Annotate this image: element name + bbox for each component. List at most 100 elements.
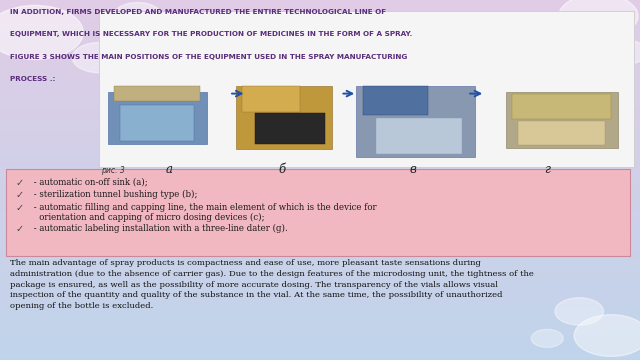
Bar — [0, 102, 640, 103]
Bar — [0, 57, 640, 58]
Bar — [0, 112, 640, 113]
Bar — [0, 201, 640, 202]
Bar — [0, 353, 640, 354]
Bar — [0, 325, 640, 327]
Bar — [0, 154, 640, 155]
Bar — [0, 241, 640, 242]
Bar — [0, 336, 640, 337]
FancyBboxPatch shape — [6, 169, 630, 256]
Bar — [0, 114, 640, 115]
Bar — [0, 75, 640, 76]
Bar — [0, 108, 640, 109]
Bar — [0, 332, 640, 334]
Bar — [0, 244, 640, 245]
Bar — [0, 23, 640, 24]
Bar — [0, 275, 640, 276]
Bar — [0, 310, 640, 311]
Bar — [0, 334, 640, 335]
Bar — [0, 179, 640, 180]
Bar — [0, 213, 640, 215]
Circle shape — [559, 0, 638, 39]
Bar — [0, 329, 640, 330]
Bar — [0, 83, 640, 84]
Bar — [0, 211, 640, 212]
Bar — [0, 223, 640, 224]
Bar — [0, 156, 640, 157]
Bar — [0, 10, 640, 11]
Bar — [0, 191, 640, 192]
FancyBboxPatch shape — [376, 118, 462, 154]
Bar — [0, 240, 640, 241]
Bar — [0, 292, 640, 293]
Bar — [0, 119, 640, 120]
Bar — [0, 21, 640, 22]
Bar — [0, 151, 640, 152]
Bar — [0, 320, 640, 321]
Bar — [0, 354, 640, 355]
Bar — [0, 116, 640, 118]
Text: рис. 3: рис. 3 — [101, 166, 125, 175]
Bar — [0, 67, 640, 68]
Bar — [0, 47, 640, 48]
Bar — [0, 282, 640, 283]
Bar — [0, 355, 640, 356]
Bar — [0, 341, 640, 342]
Bar — [0, 131, 640, 132]
Bar — [0, 60, 640, 61]
Bar — [0, 204, 640, 205]
Bar — [0, 159, 640, 161]
Bar — [0, 90, 640, 91]
Bar — [0, 238, 640, 239]
FancyBboxPatch shape — [236, 86, 332, 149]
Bar — [0, 306, 640, 307]
Bar — [0, 109, 640, 111]
Bar — [0, 216, 640, 217]
Bar — [0, 203, 640, 204]
Bar — [0, 84, 640, 85]
FancyBboxPatch shape — [114, 86, 200, 101]
Bar — [0, 312, 640, 313]
Bar — [0, 258, 640, 259]
Bar — [0, 284, 640, 285]
Bar — [0, 251, 640, 252]
Bar — [0, 174, 640, 175]
Bar — [0, 331, 640, 332]
Bar — [0, 76, 640, 77]
Bar — [0, 22, 640, 23]
Bar — [0, 167, 640, 168]
Bar — [0, 197, 640, 198]
Bar — [0, 328, 640, 329]
Bar — [0, 263, 640, 264]
Bar — [0, 42, 640, 43]
Bar — [0, 172, 640, 173]
Bar — [0, 348, 640, 349]
Bar — [0, 91, 640, 93]
Bar — [0, 195, 640, 197]
FancyBboxPatch shape — [255, 113, 325, 144]
Bar — [0, 260, 640, 262]
Bar — [0, 105, 640, 107]
FancyBboxPatch shape — [363, 86, 428, 115]
Bar — [0, 98, 640, 100]
Bar — [0, 222, 640, 223]
Bar — [0, 11, 640, 12]
Bar — [0, 335, 640, 336]
Bar — [0, 175, 640, 176]
Bar — [0, 239, 640, 240]
Bar — [0, 233, 640, 234]
Bar — [0, 115, 640, 116]
Bar — [0, 145, 640, 147]
Bar — [0, 267, 640, 269]
Bar — [0, 237, 640, 238]
Bar — [0, 141, 640, 143]
Bar — [0, 194, 640, 195]
Bar — [0, 245, 640, 246]
Bar — [0, 291, 640, 292]
Bar — [0, 121, 640, 122]
Bar — [0, 264, 640, 265]
Bar — [0, 212, 640, 213]
Bar — [0, 125, 640, 126]
Bar — [0, 302, 640, 303]
Bar — [0, 235, 640, 237]
Bar — [0, 17, 640, 18]
